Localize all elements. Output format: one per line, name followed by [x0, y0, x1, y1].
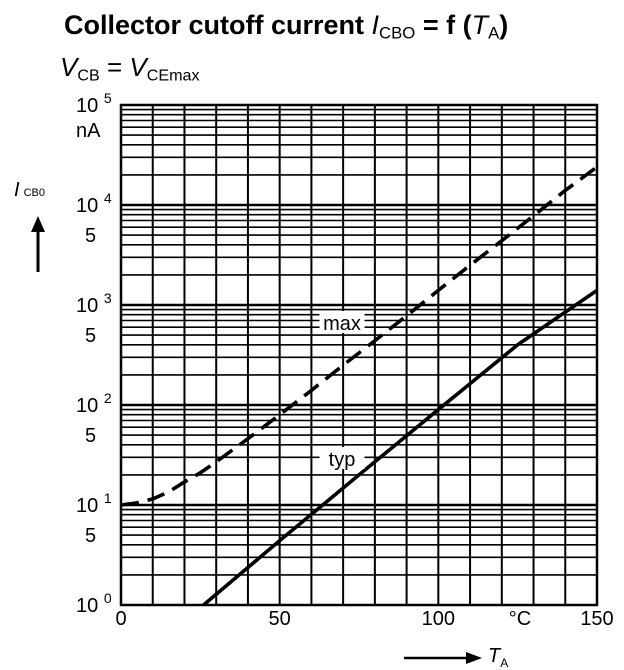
title-argument-subscript: A: [488, 23, 500, 43]
y-tick-exponent: 2: [104, 390, 112, 406]
y-tick-label: 5: [85, 525, 96, 547]
series-line-max: [120, 165, 599, 507]
subtitle-lhs: V: [60, 52, 78, 82]
y-tick-label: 5: [85, 225, 96, 247]
plot-frame: [119, 103, 599, 607]
subtitle-lhs-subscript: CB: [77, 66, 100, 85]
y-axis-title-subscript: CB0: [24, 187, 45, 199]
x-axis-title: TA: [488, 645, 508, 670]
subtitle-equals: =: [99, 52, 130, 82]
y-tick-label: 10 4: [76, 190, 112, 217]
y-axis-title: I CB0: [14, 179, 45, 201]
y-tick-exponent: 3: [104, 290, 112, 306]
y-axis-arrow-head: [31, 216, 45, 232]
grid: [121, 105, 597, 605]
y-tick-label: 5: [85, 425, 96, 447]
series-line-typ: [202, 288, 599, 607]
y-tick-label: 10 0: [76, 590, 112, 617]
x-tick-label: 50: [269, 608, 291, 630]
x-tick-label: 0: [115, 608, 126, 630]
chart-subtitle: VCB = VCEmax: [60, 52, 200, 86]
y-axis-unit: nA: [76, 120, 101, 142]
title-middle: = f (: [415, 10, 472, 40]
title-prefix: Collector cutoff current: [64, 10, 372, 40]
y-tick-label: 5: [85, 325, 96, 347]
x-tick-label: 150: [580, 608, 613, 630]
y-tick-label: 10 2: [76, 390, 112, 417]
title-suffix: ): [499, 10, 509, 40]
y-tick-exponent: 4: [104, 190, 112, 206]
series-layer: [120, 165, 599, 607]
series-label-box: [319, 447, 365, 469]
series-label: max: [323, 313, 361, 335]
subtitle-rhs: V: [129, 52, 147, 82]
y-tick-label: 10 3: [76, 290, 112, 317]
title-argument: T: [471, 10, 489, 40]
y-tick-label: 10 1: [76, 490, 112, 517]
x-tick-label: 100: [422, 608, 455, 630]
plot-frame-layer: [119, 103, 599, 607]
chart-title: Collector cutoff current ICBO = f (TA): [64, 10, 508, 44]
x-axis-unit: °C: [509, 608, 531, 630]
title-symbol: I: [371, 10, 380, 40]
subtitle-rhs-subscript: CEmax: [146, 66, 200, 85]
y-tick-exponent: 5: [104, 90, 112, 106]
x-axis-arrow-head: [466, 652, 482, 664]
y-tick-exponent: 0: [104, 590, 112, 606]
y-tick-label: 10 5: [76, 90, 112, 117]
title-symbol-subscript: CBO: [379, 23, 416, 43]
x-axis-title-subscript: A: [500, 656, 508, 670]
series-label-box: [319, 311, 365, 333]
series-label: typ: [329, 449, 356, 471]
y-tick-exponent: 1: [104, 490, 112, 506]
